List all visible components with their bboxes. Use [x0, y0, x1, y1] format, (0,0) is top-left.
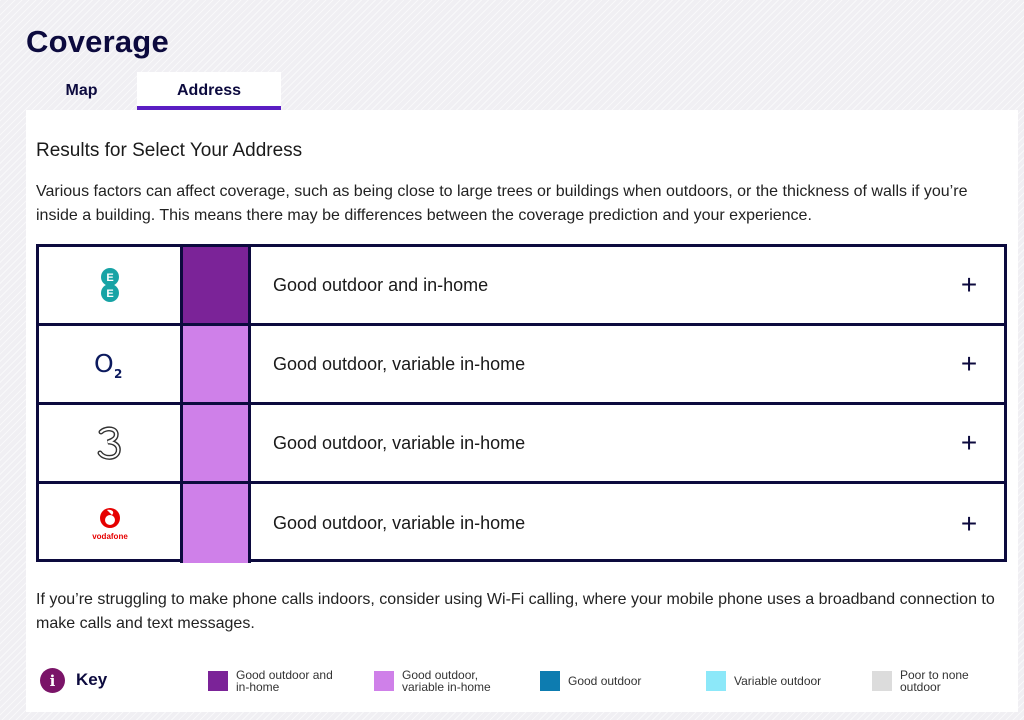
coverage-status: Good outdoor and in-home — [273, 274, 489, 295]
key-label: Good outdoor, variable in-home — [402, 668, 491, 694]
vodafone-logo-text: vodafone — [92, 532, 128, 541]
coverage-status: Good outdoor, variable in-home — [273, 432, 526, 453]
results-panel: Results for Select Your Address Various … — [26, 110, 1018, 712]
coverage-status: Good outdoor, variable in-home — [273, 353, 526, 374]
coverage-color-swatch — [183, 326, 251, 402]
coverage-color-swatch — [183, 484, 251, 563]
results-heading: Results for Select Your Address — [36, 140, 303, 161]
network-logo-cell: E E — [39, 247, 183, 323]
coverage-color-swatch — [183, 247, 251, 323]
wifi-calling-note: If you’re struggling to make phone calls… — [36, 591, 995, 632]
key-title: Key — [76, 670, 108, 689]
expand-plus-icon[interactable]: + — [960, 269, 978, 300]
key-label: Poor to none outdoor — [900, 668, 969, 694]
three-logo-icon — [97, 426, 121, 460]
coverage-row-ee[interactable]: E E Good outdoor and in-home + — [39, 247, 1004, 326]
key-swatch — [540, 671, 560, 691]
coverage-color-swatch — [183, 405, 251, 481]
coverage-key: i Key Good outdoor and in-home Good outd… — [40, 666, 1000, 696]
key-swatch — [374, 671, 394, 691]
intro-text: Various factors can affect coverage, suc… — [36, 183, 968, 224]
svg-text:2: 2 — [114, 367, 122, 380]
expand-plus-icon[interactable]: + — [960, 348, 978, 379]
svg-text:O: O — [94, 349, 114, 378]
svg-text:E: E — [106, 272, 113, 284]
svg-text:E: E — [106, 288, 113, 300]
info-icon: i — [40, 668, 65, 693]
ee-logo-icon: E E — [100, 268, 119, 302]
tab-bar: Map Address — [26, 72, 281, 110]
key-label: Good outdoor — [568, 674, 642, 688]
coverage-table: E E Good outdoor and in-home + O 2 Good … — [36, 244, 1007, 563]
network-logo-cell: vodafone — [39, 484, 183, 563]
network-logo-cell: O 2 — [39, 326, 183, 402]
o2-logo-icon: O 2 — [94, 349, 122, 380]
coverage-row-o2[interactable]: O 2 Good outdoor, variable in-home + — [39, 326, 1004, 405]
network-logo-cell — [39, 405, 183, 481]
vodafone-logo-icon: vodafone — [92, 507, 128, 541]
coverage-status: Good outdoor, variable in-home — [273, 513, 526, 533]
key-swatch — [872, 671, 892, 691]
tab-address[interactable]: Address — [137, 72, 281, 110]
tab-map[interactable]: Map — [65, 82, 98, 99]
expand-plus-icon[interactable]: + — [960, 427, 978, 458]
expand-plus-icon[interactable]: + — [960, 507, 978, 539]
coverage-row-vodafone[interactable]: vodafone Good outdoor, variable in-home … — [39, 484, 1004, 563]
coverage-row-three[interactable]: Good outdoor, variable in-home + — [39, 405, 1004, 484]
key-swatch — [208, 671, 228, 691]
key-label: Good outdoor and in-home — [236, 668, 333, 694]
key-label: Variable outdoor — [734, 674, 822, 688]
page-title: Coverage — [26, 24, 169, 59]
key-swatch — [706, 671, 726, 691]
